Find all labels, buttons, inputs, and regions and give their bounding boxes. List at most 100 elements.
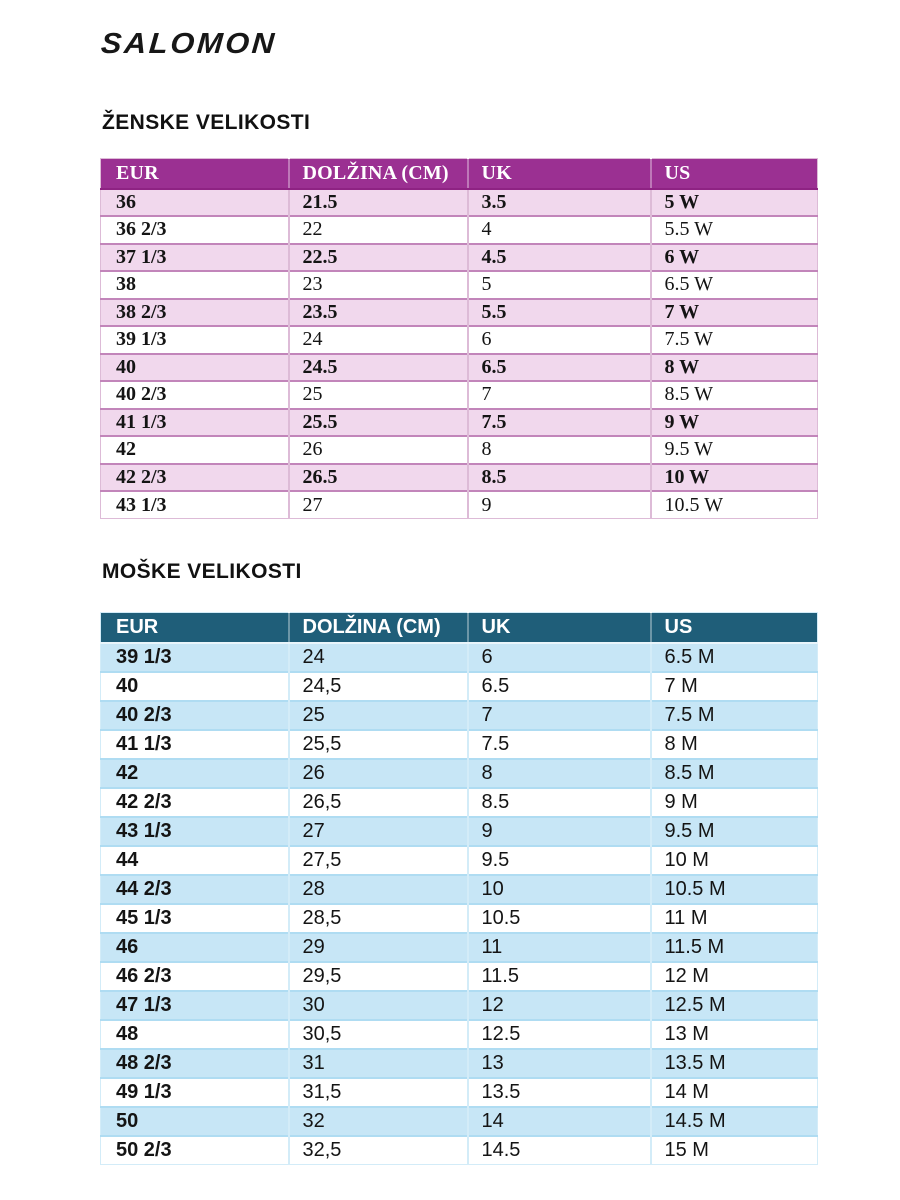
men-cell-r3-c3: 8 M: [649, 728, 818, 759]
men-cell-r2-c3: 7.5 M: [649, 699, 818, 730]
women-cell-r11-c2: 9: [466, 490, 651, 519]
men-cell-r1-c3: 7 M: [649, 670, 818, 701]
women-cell-r2-c1: 22.5: [287, 242, 468, 271]
women-cell-r5-c2: 6: [466, 325, 651, 354]
men-cell-r8-c0: 44 2/3: [100, 873, 289, 904]
men-cell-r14-c2: 13: [466, 1047, 651, 1078]
women-size-row: 38 23 5 6.5 W: [100, 270, 818, 299]
men-cell-r0-c3: 6.5 M: [649, 642, 818, 672]
men-cell-r14-c0: 48 2/3: [100, 1047, 289, 1078]
men-cell-r7-c3: 10 M: [649, 844, 818, 875]
men-sizes-title: MOŠKE VELIKOSTI: [102, 560, 302, 583]
men-cell-r0-c1: 24: [287, 642, 468, 672]
men-cell-r11-c1: 29,5: [287, 960, 468, 991]
women-size-row: 40 24.5 6.5 8 W: [100, 352, 818, 381]
men-size-row: 50 2/3 32,5 14.5 15 M: [100, 1134, 818, 1165]
men-cell-r0-c2: 6: [466, 642, 651, 672]
men-cell-r10-c3: 11.5 M: [649, 931, 818, 962]
men-cell-r5-c2: 8.5: [466, 786, 651, 817]
women-column-header-3: US: [649, 158, 818, 190]
men-cell-r4-c2: 8: [466, 757, 651, 788]
men-size-row: 47 1/3 30 12 12.5 M: [100, 989, 818, 1020]
women-cell-r7-c2: 7: [466, 380, 651, 409]
men-cell-r16-c2: 14: [466, 1105, 651, 1136]
men-cell-r15-c0: 49 1/3: [100, 1076, 289, 1107]
women-cell-r7-c1: 25: [287, 380, 468, 409]
men-cell-r12-c2: 12: [466, 989, 651, 1020]
men-cell-r17-c0: 50 2/3: [100, 1134, 289, 1165]
women-cell-r10-c2: 8.5: [466, 462, 651, 491]
men-cell-r6-c3: 9.5 M: [649, 815, 818, 846]
men-size-row: 43 1/3 27 9 9.5 M: [100, 815, 818, 846]
men-size-row: 46 2/3 29,5 11.5 12 M: [100, 960, 818, 991]
men-cell-r2-c0: 40 2/3: [100, 699, 289, 730]
women-cell-r6-c3: 8 W: [649, 352, 818, 381]
women-cell-r6-c0: 40: [100, 352, 289, 381]
women-cell-r10-c3: 10 W: [649, 462, 818, 491]
women-cell-r0-c3: 5 W: [649, 188, 818, 216]
women-cell-r1-c0: 36 2/3: [100, 215, 289, 244]
men-cell-r10-c0: 46: [100, 931, 289, 962]
women-cell-r0-c1: 21.5: [287, 188, 468, 216]
men-cell-r15-c1: 31,5: [287, 1076, 468, 1107]
men-size-row: 46 29 11 11.5 M: [100, 931, 818, 962]
men-cell-r14-c1: 31: [287, 1047, 468, 1078]
women-size-row: 38 2/3 23.5 5.5 7 W: [100, 297, 818, 326]
men-cell-r5-c1: 26,5: [287, 786, 468, 817]
men-column-header-2: UK: [466, 612, 651, 644]
women-cell-r11-c0: 43 1/3: [100, 490, 289, 519]
men-cell-r12-c0: 47 1/3: [100, 989, 289, 1020]
women-size-row: 39 1/3 24 6 7.5 W: [100, 325, 818, 354]
women-cell-r1-c2: 4: [466, 215, 651, 244]
women-header-row: EUR DOLŽINA (CM) UK US: [100, 158, 818, 190]
women-size-table-container: EUR DOLŽINA (CM) UK US 36 21.5 3.5 5 W 36 2/3 22 4…: [100, 158, 818, 519]
men-cell-r4-c0: 42: [100, 757, 289, 788]
women-size-row: 37 1/3 22.5 4.5 6 W: [100, 242, 818, 271]
men-cell-r15-c2: 13.5: [466, 1076, 651, 1107]
women-cell-r9-c3: 9.5 W: [649, 435, 818, 464]
men-size-table: EUR DOLŽINA (CM) UK US 39 1/3 24 6 6.5 M 40 24,5 6…: [100, 612, 818, 1165]
men-column-header-1: DOLŽINA (CM): [287, 612, 468, 644]
men-cell-r13-c1: 30,5: [287, 1018, 468, 1049]
men-cell-r11-c3: 12 M: [649, 960, 818, 991]
men-cell-r17-c3: 15 M: [649, 1134, 818, 1165]
women-cell-r8-c2: 7.5: [466, 407, 651, 436]
men-size-row: 40 24,5 6.5 7 M: [100, 670, 818, 701]
women-cell-r8-c3: 9 W: [649, 407, 818, 436]
men-cell-r11-c0: 46 2/3: [100, 960, 289, 991]
men-cell-r7-c2: 9.5: [466, 844, 651, 875]
women-cell-r4-c2: 5.5: [466, 297, 651, 326]
men-cell-r14-c3: 13.5 M: [649, 1047, 818, 1078]
men-cell-r4-c3: 8.5 M: [649, 757, 818, 788]
women-cell-r0-c0: 36: [100, 188, 289, 216]
men-cell-r1-c1: 24,5: [287, 670, 468, 701]
women-cell-r5-c1: 24: [287, 325, 468, 354]
women-size-row: 42 2/3 26.5 8.5 10 W: [100, 462, 818, 491]
men-column-header-0: EUR: [100, 612, 289, 644]
women-cell-r7-c0: 40 2/3: [100, 380, 289, 409]
women-size-row: 43 1/3 27 9 10.5 W: [100, 490, 818, 519]
men-cell-r3-c2: 7.5: [466, 728, 651, 759]
men-cell-r6-c2: 9: [466, 815, 651, 846]
men-cell-r9-c3: 11 M: [649, 902, 818, 933]
men-cell-r3-c1: 25,5: [287, 728, 468, 759]
women-cell-r6-c1: 24.5: [287, 352, 468, 381]
men-cell-r7-c1: 27,5: [287, 844, 468, 875]
men-cell-r8-c2: 10: [466, 873, 651, 904]
men-cell-r0-c0: 39 1/3: [100, 642, 289, 672]
men-header-row: EUR DOLŽINA (CM) UK US: [100, 612, 818, 644]
men-cell-r10-c2: 11: [466, 931, 651, 962]
women-cell-r4-c0: 38 2/3: [100, 297, 289, 326]
men-cell-r5-c0: 42 2/3: [100, 786, 289, 817]
women-cell-r3-c3: 6.5 W: [649, 270, 818, 299]
women-cell-r8-c1: 25.5: [287, 407, 468, 436]
women-size-row: 41 1/3 25.5 7.5 9 W: [100, 407, 818, 436]
women-cell-r2-c0: 37 1/3: [100, 242, 289, 271]
women-cell-r3-c0: 38: [100, 270, 289, 299]
men-cell-r9-c2: 10.5: [466, 902, 651, 933]
men-size-row: 44 27,5 9.5 10 M: [100, 844, 818, 875]
men-cell-r3-c0: 41 1/3: [100, 728, 289, 759]
men-column-header-3: US: [649, 612, 818, 644]
women-cell-r3-c1: 23: [287, 270, 468, 299]
men-size-row: 45 1/3 28,5 10.5 11 M: [100, 902, 818, 933]
